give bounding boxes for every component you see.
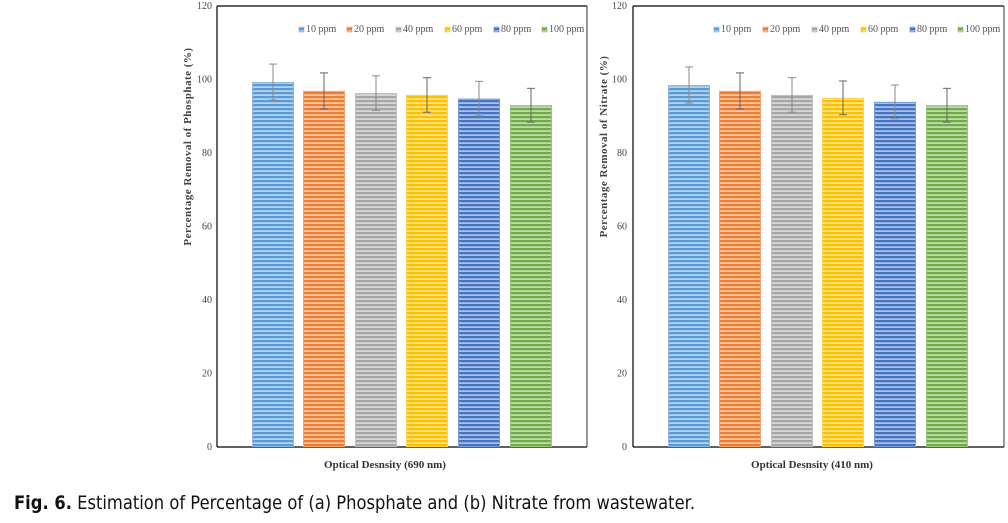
legend-swatch bbox=[811, 26, 818, 33]
bar bbox=[719, 90, 761, 447]
legend-label: 40 ppm bbox=[819, 24, 850, 35]
y-tick-label: 40 bbox=[617, 295, 627, 306]
legend-swatch bbox=[713, 26, 720, 33]
y-tick-label: 100 bbox=[197, 75, 212, 86]
figure-caption: Fig. 6. Estimation of Percentage of (a) … bbox=[14, 492, 695, 514]
legend-swatch bbox=[957, 26, 964, 33]
legend-swatch bbox=[541, 26, 548, 33]
y-tick-label: 120 bbox=[612, 1, 627, 12]
y-tick-label: 60 bbox=[617, 222, 627, 233]
bar bbox=[822, 97, 864, 447]
bar bbox=[458, 98, 500, 448]
legend-swatch bbox=[909, 26, 916, 33]
bar bbox=[771, 94, 813, 447]
y-tick-label: 80 bbox=[617, 148, 627, 159]
y-tick-label: 0 bbox=[207, 442, 212, 453]
legend-label: 20 ppm bbox=[770, 24, 801, 35]
bar bbox=[874, 101, 916, 447]
y-tick-label: 40 bbox=[202, 295, 212, 306]
caption-label: Fig. 6. bbox=[14, 492, 72, 514]
legend-label: 80 ppm bbox=[501, 24, 532, 35]
y-tick-label: 20 bbox=[617, 369, 627, 380]
y-tick-label: 80 bbox=[202, 148, 212, 159]
y-axis-title: Percentage Removal of Nitrate (%) bbox=[598, 56, 610, 238]
bar bbox=[355, 93, 397, 447]
bar bbox=[926, 105, 968, 447]
legend-swatch bbox=[493, 26, 500, 33]
x-axis-label: Optical Desnsity (410 nm) bbox=[751, 459, 873, 471]
legend-swatch bbox=[444, 26, 451, 33]
legend-swatch bbox=[346, 26, 353, 33]
y-tick-label: 60 bbox=[202, 222, 212, 233]
legend-label: 60 ppm bbox=[868, 24, 899, 35]
bar bbox=[510, 105, 552, 447]
chart-phosphate: 0 20 40 60 80 100 120 Percentage Removal of Pho… bbox=[182, 1, 588, 471]
caption-text: Estimation of Percentage of (a) Phosphat… bbox=[77, 492, 696, 514]
x-axis-label: Optical Desnsity (690 nm) bbox=[324, 459, 446, 471]
y-tick-label: 20 bbox=[202, 369, 212, 380]
legend-label: 80 ppm bbox=[917, 24, 948, 35]
legend-label: 40 ppm bbox=[403, 24, 434, 35]
bar bbox=[668, 85, 710, 447]
legend-swatch bbox=[395, 26, 402, 33]
bar bbox=[406, 94, 448, 447]
bar bbox=[303, 90, 345, 447]
y-tick-label: 0 bbox=[622, 442, 627, 453]
chart-nitrate: 0 20 40 60 80 100 120 Percentage Removal of Nit… bbox=[598, 1, 1005, 471]
legend-label: 10 ppm bbox=[721, 24, 752, 35]
y-tick-label: 120 bbox=[197, 1, 212, 12]
y-axis-title: Percentage Removal of Phosphate (%) bbox=[182, 47, 194, 245]
legend-label: 60 ppm bbox=[452, 24, 483, 35]
y-tick-label: 100 bbox=[612, 75, 627, 86]
legend-swatch bbox=[762, 26, 769, 33]
legend-label: 10 ppm bbox=[306, 24, 337, 35]
legend-label: 100 ppm bbox=[965, 24, 1001, 35]
legend-swatch bbox=[298, 26, 305, 33]
legend-swatch bbox=[860, 26, 867, 33]
bar bbox=[252, 82, 294, 447]
legend-label: 100 ppm bbox=[549, 24, 585, 35]
legend-label: 20 ppm bbox=[354, 24, 385, 35]
